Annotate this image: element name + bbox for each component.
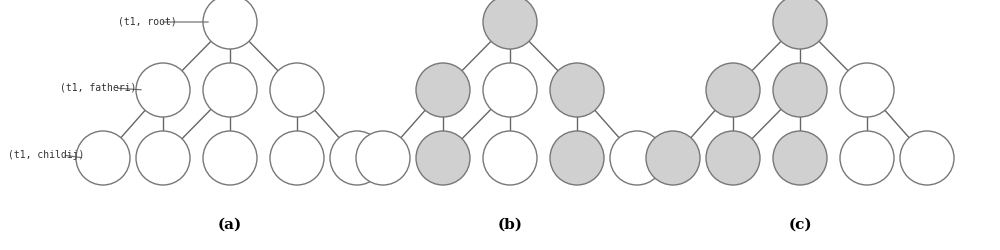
Circle shape bbox=[840, 131, 894, 185]
Circle shape bbox=[483, 131, 537, 185]
Circle shape bbox=[136, 63, 190, 117]
Circle shape bbox=[76, 131, 130, 185]
Text: (a): (a) bbox=[218, 218, 242, 232]
Text: (t1, fatheri): (t1, fatheri) bbox=[60, 83, 136, 93]
Circle shape bbox=[706, 131, 760, 185]
Circle shape bbox=[773, 0, 827, 49]
Text: (c): (c) bbox=[788, 218, 812, 232]
Text: (t1, root): (t1, root) bbox=[118, 17, 177, 27]
Circle shape bbox=[136, 131, 190, 185]
Circle shape bbox=[356, 131, 410, 185]
Circle shape bbox=[900, 131, 954, 185]
Circle shape bbox=[270, 63, 324, 117]
Circle shape bbox=[610, 131, 664, 185]
Circle shape bbox=[706, 63, 760, 117]
Circle shape bbox=[203, 131, 257, 185]
Circle shape bbox=[646, 131, 700, 185]
Circle shape bbox=[550, 63, 604, 117]
Circle shape bbox=[483, 0, 537, 49]
Circle shape bbox=[416, 131, 470, 185]
Circle shape bbox=[203, 63, 257, 117]
Text: (t1, childij): (t1, childij) bbox=[8, 150, 84, 160]
Circle shape bbox=[330, 131, 384, 185]
Circle shape bbox=[773, 131, 827, 185]
Circle shape bbox=[773, 63, 827, 117]
Text: (b): (b) bbox=[498, 218, 522, 232]
Circle shape bbox=[416, 63, 470, 117]
Circle shape bbox=[550, 131, 604, 185]
Circle shape bbox=[483, 63, 537, 117]
Circle shape bbox=[203, 0, 257, 49]
Circle shape bbox=[840, 63, 894, 117]
Circle shape bbox=[270, 131, 324, 185]
